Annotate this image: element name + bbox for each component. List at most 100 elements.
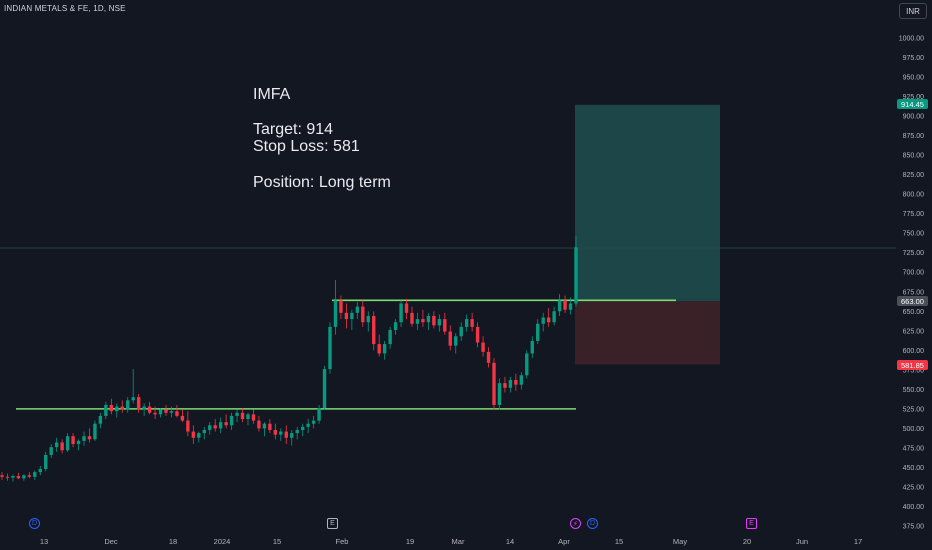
candle[interactable] (49, 444, 53, 459)
candle[interactable] (317, 404, 321, 424)
profit-zone[interactable] (575, 104, 720, 302)
candle[interactable] (350, 309, 354, 331)
candle[interactable] (131, 369, 135, 404)
candle[interactable] (180, 409, 185, 423)
candle[interactable] (552, 306, 556, 326)
candle[interactable] (470, 312, 474, 332)
candle[interactable] (60, 439, 64, 454)
candle[interactable] (339, 295, 343, 320)
candle[interactable] (344, 303, 349, 329)
candle[interactable] (93, 420, 97, 441)
earnings-icon[interactable]: E (327, 518, 338, 529)
candle[interactable] (218, 417, 223, 434)
candle[interactable] (82, 431, 86, 446)
candle[interactable] (514, 373, 518, 391)
candle[interactable] (525, 350, 529, 379)
candle[interactable] (454, 333, 458, 354)
candle[interactable] (197, 431, 201, 443)
candle[interactable] (240, 408, 245, 423)
candle[interactable] (546, 308, 551, 327)
candle[interactable] (158, 408, 163, 418)
candle[interactable] (432, 311, 436, 329)
candle[interactable] (382, 340, 387, 360)
candle[interactable] (333, 280, 338, 335)
candle[interactable] (153, 406, 157, 420)
candle[interactable] (16, 472, 21, 480)
candle[interactable] (5, 473, 10, 481)
candle[interactable] (475, 322, 480, 348)
candle[interactable] (481, 336, 485, 357)
candle[interactable] (443, 312, 447, 335)
candle[interactable] (257, 415, 261, 432)
dividend-icon-2[interactable]: D (587, 518, 598, 529)
candle[interactable] (459, 322, 463, 341)
candle[interactable] (377, 334, 381, 357)
candle[interactable] (27, 472, 32, 479)
candle[interactable] (164, 404, 168, 416)
dividend-icon[interactable]: D (29, 518, 40, 529)
candle[interactable] (568, 297, 573, 315)
candle[interactable] (366, 311, 370, 332)
candle[interactable] (399, 300, 403, 327)
candle[interactable] (404, 298, 409, 320)
candle[interactable] (98, 412, 103, 429)
candle[interactable] (574, 236, 578, 307)
candle[interactable] (464, 314, 469, 332)
candle[interactable] (486, 347, 491, 368)
candle[interactable] (393, 319, 398, 335)
candle[interactable] (147, 401, 152, 415)
candle[interactable] (508, 376, 513, 393)
candle[interactable] (224, 414, 228, 429)
candle[interactable] (0, 472, 4, 480)
candle[interactable] (136, 394, 141, 413)
candle[interactable] (426, 312, 431, 331)
candle[interactable] (541, 312, 545, 332)
candle[interactable] (415, 312, 420, 331)
candle[interactable] (361, 300, 365, 327)
candle[interactable] (11, 474, 15, 482)
candle[interactable] (410, 306, 414, 327)
candle[interactable] (142, 403, 146, 416)
candle[interactable] (169, 406, 174, 418)
earnings-planned-icon[interactable]: E (746, 518, 757, 529)
candle[interactable] (191, 425, 196, 445)
candle[interactable] (208, 422, 212, 435)
candle[interactable] (306, 419, 310, 434)
candle[interactable] (328, 322, 332, 374)
candle[interactable] (33, 470, 37, 480)
candle[interactable] (492, 358, 496, 410)
candle[interactable] (273, 423, 278, 440)
candle[interactable] (44, 451, 48, 472)
candle[interactable] (563, 295, 567, 313)
candle[interactable] (290, 429, 294, 446)
candle[interactable] (536, 319, 540, 345)
candle[interactable] (120, 400, 124, 413)
candle[interactable] (202, 426, 206, 440)
candle[interactable] (115, 403, 119, 418)
candle[interactable] (186, 411, 190, 437)
candle[interactable] (65, 433, 70, 452)
candle[interactable] (229, 412, 234, 430)
candle[interactable] (421, 309, 425, 327)
candle[interactable] (311, 415, 316, 429)
candle[interactable] (284, 425, 288, 445)
candle[interactable] (104, 401, 108, 420)
candle[interactable] (87, 428, 92, 443)
candle[interactable] (235, 409, 239, 423)
candle[interactable] (175, 404, 179, 418)
loss-zone[interactable] (575, 301, 720, 365)
candle[interactable] (355, 301, 360, 320)
currency-button[interactable]: INR (899, 3, 927, 19)
candle[interactable] (268, 419, 272, 434)
candle[interactable] (372, 311, 376, 351)
candle[interactable] (300, 423, 305, 437)
candle[interactable] (295, 426, 299, 440)
candle[interactable] (126, 397, 130, 413)
candle[interactable] (71, 433, 75, 448)
candle[interactable] (76, 439, 81, 451)
candle[interactable] (519, 372, 524, 390)
candle[interactable] (213, 419, 217, 432)
candle[interactable] (388, 326, 392, 349)
candle[interactable] (322, 365, 327, 410)
